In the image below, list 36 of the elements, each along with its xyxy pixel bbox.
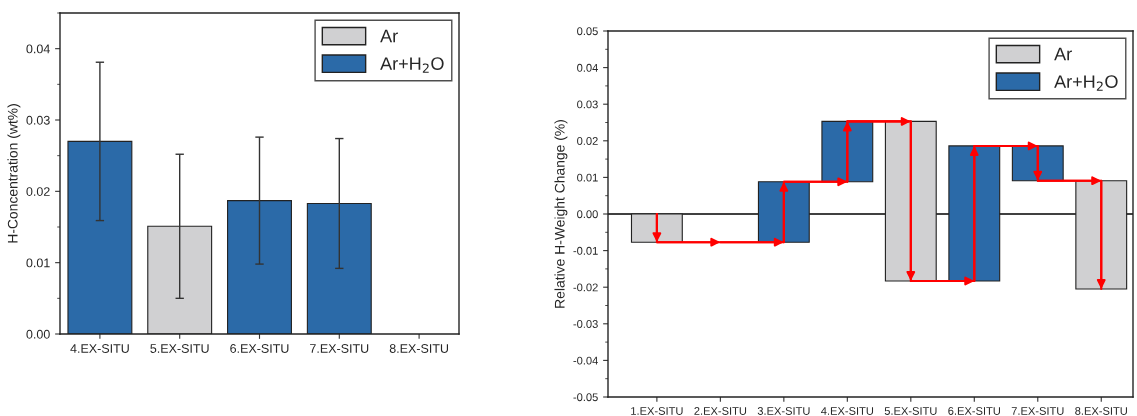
y-tick-label: 0.00 bbox=[26, 329, 50, 339]
y-tick-label: -0.05 bbox=[573, 393, 598, 402]
y-tick-label: 0.00 bbox=[577, 210, 598, 219]
y-tick-label: 0.05 bbox=[577, 27, 598, 36]
y-tick-label: 0.04 bbox=[26, 44, 50, 54]
y-tick-label: -0.03 bbox=[573, 320, 598, 328]
x-tick-label: 5.EX-SITU bbox=[150, 344, 209, 353]
x-tick-label: 3.EX-SITU bbox=[757, 407, 810, 415]
x-tick-label: 7.EX-SITU bbox=[1011, 407, 1064, 415]
x-tick-label: 8.EX-SITU bbox=[1075, 407, 1127, 415]
y-tick-label: -0.01 bbox=[573, 246, 598, 255]
y-tick-label: -0.04 bbox=[573, 356, 598, 365]
legend-label: Ar+H$_{2}$O bbox=[380, 57, 444, 73]
y-tick-label: 0.01 bbox=[26, 258, 50, 268]
y-tick-label: 0.03 bbox=[577, 100, 598, 109]
x-tick-label: 8.EX-SITU bbox=[389, 344, 448, 353]
y-tick-label: 0.02 bbox=[577, 137, 598, 145]
y-tick-label: 0.03 bbox=[26, 115, 50, 125]
y-axis-title: H-Concentration (wt%) bbox=[7, 104, 21, 243]
x-tick-label: 6.EX-SITU bbox=[948, 407, 1000, 415]
legend-label: Ar bbox=[1054, 47, 1072, 61]
x-tick-label: 4.EX-SITU bbox=[70, 344, 129, 353]
y-tick-label: -0.02 bbox=[573, 283, 598, 292]
x-tick-label: 2.EX-SITU bbox=[694, 407, 747, 415]
y-axis-title: Relative H-Weight Change (%) bbox=[554, 120, 568, 308]
legend-label: Ar bbox=[380, 29, 398, 43]
legend-label: Ar+H$_{2}$O bbox=[1054, 75, 1118, 91]
x-tick-label: 4.EX-SITU bbox=[821, 407, 874, 415]
x-tick-label: 1.EX-SITU bbox=[631, 407, 683, 415]
x-tick-label: 5.EX-SITU bbox=[884, 407, 937, 415]
x-tick-label: 7.EX-SITU bbox=[310, 344, 369, 353]
y-tick-label: 0.01 bbox=[577, 173, 598, 182]
y-tick-label: 0.04 bbox=[577, 63, 598, 72]
y-tick-label: 0.02 bbox=[26, 187, 50, 196]
bar bbox=[630, 213, 683, 243]
x-tick-label: 6.EX-SITU bbox=[230, 344, 289, 353]
